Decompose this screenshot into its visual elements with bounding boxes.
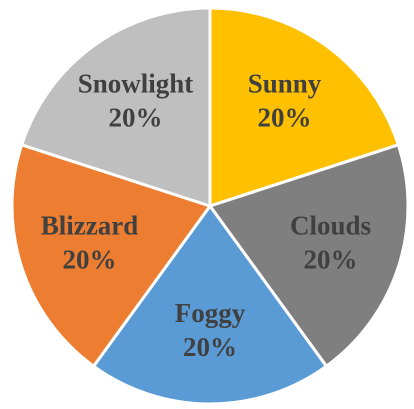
slice-label: Snowlight — [78, 69, 194, 99]
pie-slice — [10, 142, 213, 369]
slice-value-label: 20% — [62, 244, 116, 274]
pie-slice — [19, 6, 212, 209]
pie-slice — [207, 142, 410, 369]
slice-label: Clouds — [290, 210, 371, 240]
pie-slice — [91, 203, 329, 406]
slice-label: Foggy — [175, 298, 246, 328]
slice-value-label: 20% — [109, 103, 163, 133]
slice-value-label: 20% — [183, 332, 237, 362]
pie-slice — [208, 6, 401, 209]
slice-value-label: 20% — [257, 103, 311, 133]
slice-label: Blizzard — [41, 210, 138, 240]
slice-value-label: 20% — [304, 244, 358, 274]
slice-label: Sunny — [248, 69, 322, 99]
